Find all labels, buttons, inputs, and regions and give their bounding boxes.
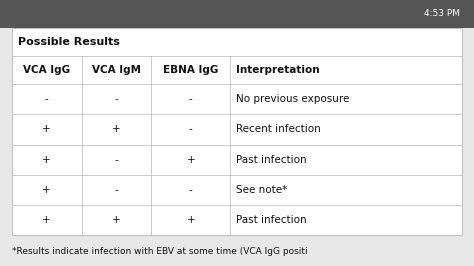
Text: +: + xyxy=(187,215,195,225)
Text: +: + xyxy=(43,124,51,134)
Text: +: + xyxy=(43,215,51,225)
Text: *Results indicate infection with EBV at some time (VCA IgG positi: *Results indicate infection with EBV at … xyxy=(12,247,308,256)
Bar xyxy=(12,28,462,235)
Text: Interpretation: Interpretation xyxy=(236,65,319,75)
Text: Recent infection: Recent infection xyxy=(236,124,321,134)
Text: Possible Results: Possible Results xyxy=(18,37,119,47)
Text: +: + xyxy=(43,185,51,195)
Text: +: + xyxy=(112,215,121,225)
Text: Past infection: Past infection xyxy=(236,155,307,165)
Text: -: - xyxy=(189,94,193,104)
Text: No previous exposure: No previous exposure xyxy=(236,94,349,104)
Bar xyxy=(0,0,474,28)
Text: See note*: See note* xyxy=(236,185,287,195)
Text: VCA IgG: VCA IgG xyxy=(23,65,70,75)
Text: -: - xyxy=(45,94,49,104)
Text: EBNA IgG: EBNA IgG xyxy=(163,65,219,75)
Text: -: - xyxy=(115,185,118,195)
Text: VCA IgM: VCA IgM xyxy=(92,65,141,75)
Text: +: + xyxy=(112,124,121,134)
Text: -: - xyxy=(189,185,193,195)
Text: -: - xyxy=(189,124,193,134)
Text: -: - xyxy=(115,155,118,165)
Text: -: - xyxy=(115,94,118,104)
Text: +: + xyxy=(187,155,195,165)
Text: 4:53 PM: 4:53 PM xyxy=(424,10,460,18)
Text: +: + xyxy=(43,155,51,165)
Text: Past infection: Past infection xyxy=(236,215,307,225)
